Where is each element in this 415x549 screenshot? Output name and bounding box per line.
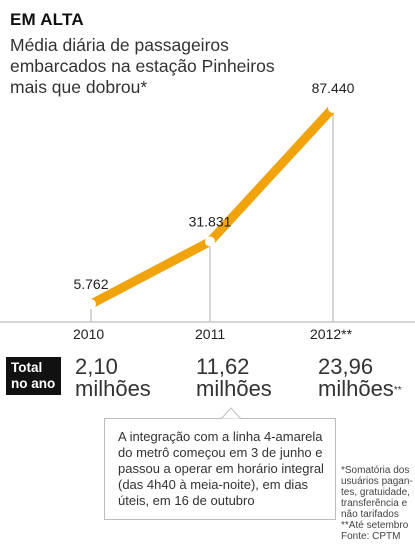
total-mark: ** [393,385,402,396]
footnote-line: transferência e [341,498,408,509]
chart-title: EM ALTA [10,10,84,29]
series-line [86,103,338,309]
total-unit: milhões [196,376,272,401]
total-unit-with-mark: milhões** [318,378,402,400]
x-tick-label: 2010 [73,326,105,342]
x-tick-label: 2011 [195,326,226,342]
footnote-line: Fonte: CPTM [341,531,401,542]
total-number: 23,96 [318,354,374,379]
data-point-2012 [328,103,338,113]
total-value-2012: 23,96 milhões** [318,356,402,400]
footnote-line: *Somatória dos [341,465,410,476]
footnote-line: usuários pagan- [341,476,413,487]
total-value-2010: 2,10 milhões [75,356,151,400]
total-label-line2: no ano [11,376,56,391]
integration-note: A integração com a linha 4-amarela do me… [104,418,336,520]
data-point-2010 [86,299,96,310]
data-point-2011 [205,236,215,247]
data-label-2011: 31.831 [189,214,232,230]
total-label: Total no ano [6,357,62,395]
data-label-2012: 87.440 [312,80,355,96]
total-label-line1: Total [11,360,43,375]
total-value-2011: 11,62 milhões [196,356,272,400]
footnote-line: **Até setembro [341,520,409,531]
footnote-line: tes, gratuidade, [341,487,410,498]
total-unit: milhões [75,376,151,401]
x-tick-label: 2012** [310,326,353,342]
footnote-line: não tarifados [341,509,399,520]
total-number: 11,62 [196,354,250,379]
total-unit: milhões [318,376,394,401]
total-number: 2,10 [75,354,118,379]
footnote: *Somatória dos usuários pagan- tes, grat… [341,465,413,542]
data-label-2010: 5.762 [73,276,108,292]
chart-subtitle: Média diária de passageiros embarcados n… [10,35,275,97]
